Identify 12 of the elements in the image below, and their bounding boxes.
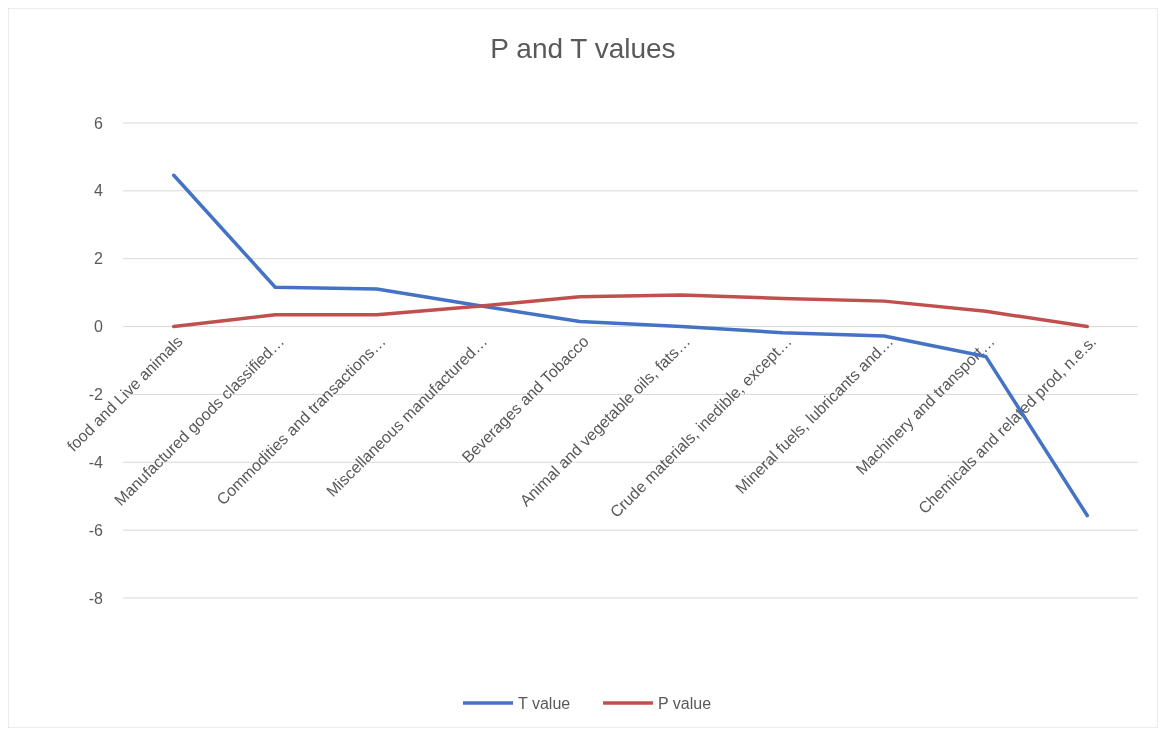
y-tick-label: -4 (88, 453, 104, 471)
legend-label: P value (658, 694, 712, 712)
y-tick-label: -6 (88, 521, 104, 539)
y-tick-label: 0 (94, 318, 104, 336)
y-tick-label: 6 (94, 114, 104, 132)
line-series (172, 293, 1089, 329)
y-tick-label: 4 (94, 182, 104, 200)
y-tick-label: 2 (94, 250, 104, 268)
y-tick-label: -2 (88, 386, 104, 404)
y-tick-label: -8 (88, 589, 104, 607)
legend-label: T value (518, 694, 571, 712)
chart-title: P and T values (490, 33, 676, 64)
